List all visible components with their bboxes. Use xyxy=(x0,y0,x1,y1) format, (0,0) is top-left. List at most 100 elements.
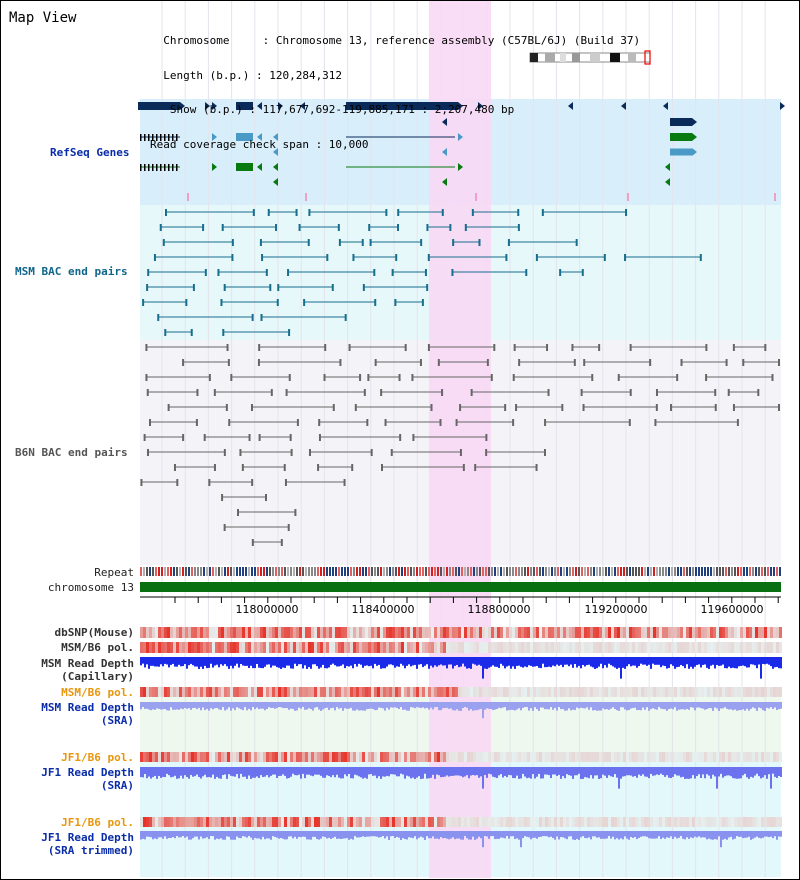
bac-end xyxy=(395,254,398,261)
heat-cell xyxy=(509,627,512,638)
heat-cell xyxy=(281,752,284,762)
track-label-jf1-pol-1[interactable]: JF1/B6 pol. xyxy=(61,751,134,764)
bac-end xyxy=(404,344,407,351)
heat-cell xyxy=(494,642,497,653)
repeat-element xyxy=(743,567,745,576)
repeat-element xyxy=(371,567,373,576)
track-label-b6n-bac[interactable]: B6N BAC end pairs xyxy=(15,446,128,459)
depth-bar xyxy=(146,702,148,709)
heat-cell xyxy=(437,687,440,697)
depth-bar xyxy=(222,702,224,708)
depth-bar xyxy=(402,831,404,839)
depth-bar xyxy=(182,831,184,836)
repeat-element xyxy=(689,567,691,576)
depth-bar xyxy=(332,657,334,664)
depth-bar xyxy=(294,767,296,776)
heat-cell xyxy=(761,752,764,762)
depth-bar xyxy=(154,702,156,710)
track-label-jf1-depth-trimmed[interactable]: JF1 Read Depth (SRA trimmed) xyxy=(41,831,134,857)
heat-cell xyxy=(179,687,182,697)
heat-cell xyxy=(548,817,551,827)
heat-cell xyxy=(743,817,746,827)
heat-cell xyxy=(203,627,206,638)
depth-bar xyxy=(480,702,482,709)
depth-bar xyxy=(302,657,304,669)
heat-cell xyxy=(329,687,332,697)
depth-bar xyxy=(608,767,610,776)
heat-cell xyxy=(281,642,284,653)
heat-cell xyxy=(617,642,620,653)
track-label-chromosome[interactable]: chromosome 13 xyxy=(47,581,134,594)
heat-cell xyxy=(287,627,290,638)
depth-bar xyxy=(268,831,270,839)
depth-bar xyxy=(304,657,306,666)
heat-cell xyxy=(479,627,482,638)
heat-cell xyxy=(290,642,293,653)
heat-cell xyxy=(647,752,650,762)
depth-bar xyxy=(282,657,284,668)
track-label-msm-pol-1[interactable]: MSM/B6 pol. xyxy=(61,641,134,654)
heat-cell xyxy=(335,817,338,827)
track-label-msm-depth-capillary[interactable]: MSM Read Depth (Capillary) xyxy=(41,657,134,683)
heat-cell xyxy=(551,627,554,638)
track-label-msm-depth-sra[interactable]: MSM Read Depth (SRA) xyxy=(41,701,134,727)
track-label-dbsnp[interactable]: dbSNP(Mouse) xyxy=(54,626,134,639)
heat-cell xyxy=(374,687,377,697)
heat-cell xyxy=(488,752,491,762)
track-label-jf1-pol-2[interactable]: JF1/B6 pol. xyxy=(61,816,134,829)
track-label-jf1-depth-sra[interactable]: JF1 Read Depth (SRA) xyxy=(41,766,134,792)
heat-cell xyxy=(581,642,584,653)
depth-bar xyxy=(654,767,656,776)
depth-bar xyxy=(146,767,148,779)
track-label-msm-bac[interactable]: MSM BAC end pairs xyxy=(15,265,128,278)
track-label-repeat[interactable]: Repeat xyxy=(94,566,134,579)
repeat-element xyxy=(383,567,385,576)
repeat-element xyxy=(764,567,766,576)
depth-bar xyxy=(656,767,658,775)
depth-bar xyxy=(470,702,472,710)
repeat-element xyxy=(659,567,661,576)
depth-bar xyxy=(500,767,502,775)
depth-bar xyxy=(428,657,430,669)
depth-bar xyxy=(330,767,332,778)
heat-cell xyxy=(497,687,500,697)
bac-end xyxy=(208,479,211,486)
track-label-refseq-genes[interactable]: RefSeq Genes xyxy=(50,146,130,159)
depth-bar xyxy=(384,767,386,777)
depth-bar xyxy=(596,831,598,838)
heat-cell xyxy=(335,752,338,762)
bac-end xyxy=(544,419,547,426)
depth-bar xyxy=(162,657,164,667)
track-label-msm-pol-2[interactable]: MSM/B6 pol. xyxy=(61,686,134,699)
heat-cell xyxy=(590,627,593,638)
heat-cell xyxy=(545,752,548,762)
heat-cell xyxy=(614,642,617,653)
heat-cell xyxy=(728,627,731,638)
depth-bar xyxy=(416,702,418,708)
repeat-element xyxy=(653,567,655,576)
heat-cell xyxy=(296,817,299,827)
heat-cell xyxy=(269,642,272,653)
depth-bar xyxy=(776,657,778,667)
depth-bar xyxy=(408,657,410,665)
heat-cell xyxy=(164,642,167,653)
depth-bar xyxy=(318,831,320,840)
heat-cell xyxy=(554,687,557,697)
bac-end xyxy=(185,299,188,306)
depth-bar xyxy=(742,767,744,776)
heat-cell xyxy=(245,752,248,762)
depth-bar xyxy=(618,702,620,711)
depth-bar xyxy=(360,767,362,778)
depth-bar xyxy=(310,702,312,710)
repeat-element xyxy=(263,567,265,576)
gene-feature xyxy=(670,133,692,141)
depth-bar xyxy=(560,831,562,838)
depth-bar xyxy=(458,702,460,711)
depth-bar xyxy=(334,767,336,778)
heat-cell xyxy=(611,642,614,653)
heat-cell xyxy=(173,817,176,827)
depth-bar xyxy=(568,767,570,776)
heat-cell xyxy=(374,817,377,827)
depth-bar xyxy=(426,702,428,708)
